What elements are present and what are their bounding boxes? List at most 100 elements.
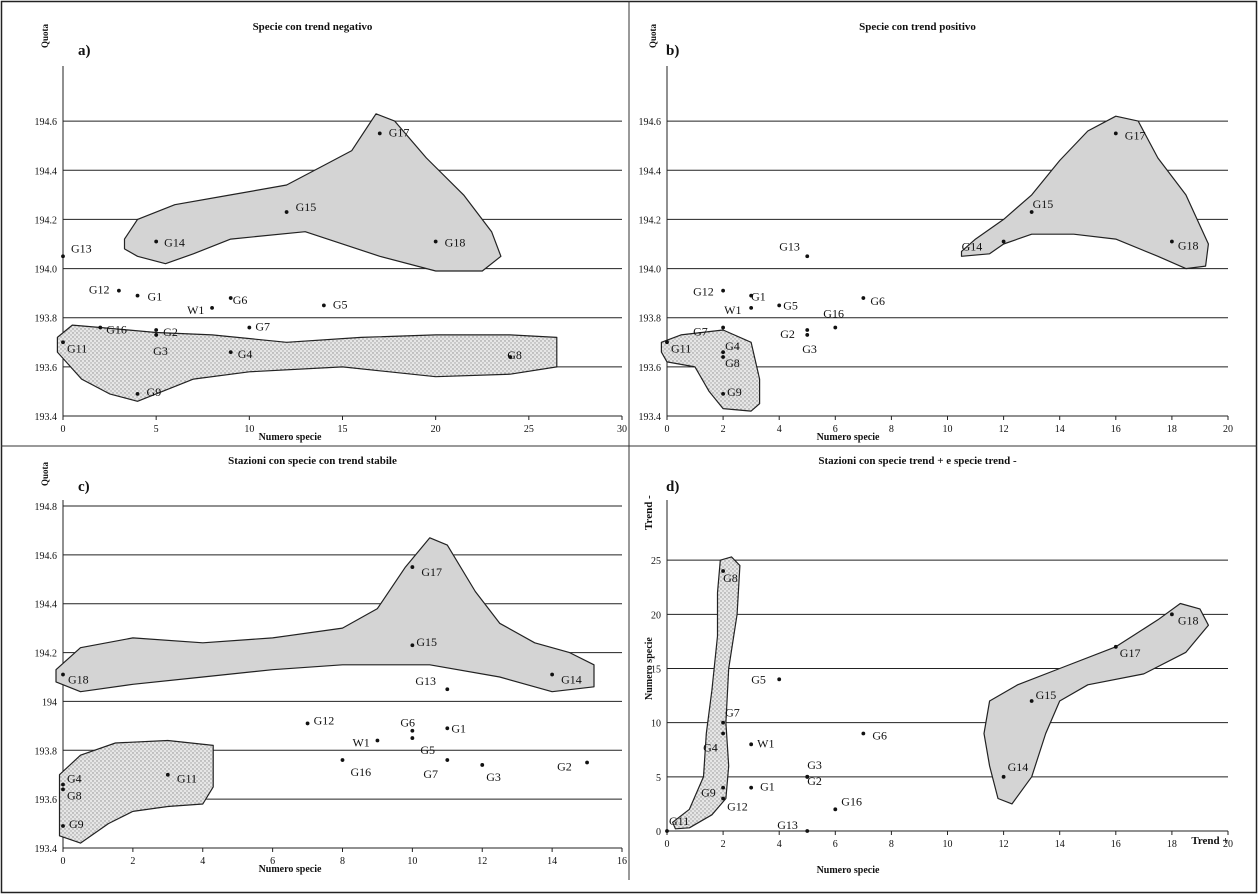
y-axis-label-secondary: Numero specie [644, 637, 655, 700]
point-label: G14 [962, 240, 983, 254]
data-point [135, 391, 140, 396]
x-tick-label: 6 [833, 839, 838, 850]
data-point [445, 758, 450, 762]
data-point [305, 721, 310, 726]
y-tick-label: 193.8 [35, 746, 58, 757]
data-point [805, 829, 810, 833]
point-label: G1 [760, 780, 775, 794]
x-tick-label: 18 [1167, 839, 1177, 850]
point-label: G12 [314, 713, 335, 727]
panel-label: b) [666, 43, 679, 59]
point-label: W1 [724, 303, 741, 317]
x-tick-label: 6 [833, 424, 838, 435]
y-tick-label: 20 [651, 610, 661, 621]
y-tick-label: 193.4 [639, 412, 662, 423]
point-label: W1 [187, 303, 204, 317]
point-label: G12 [89, 283, 110, 297]
data-point [749, 742, 754, 747]
region-dotted [56, 324, 558, 402]
y-tick-label: 193.4 [35, 412, 58, 423]
point-label: G2 [780, 327, 795, 341]
point-label: G16 [106, 323, 127, 337]
point-label: G15 [1036, 688, 1057, 702]
point-label: G18 [68, 673, 89, 687]
x-tick-label: 5 [154, 424, 159, 435]
y-tick-label: 0 [656, 827, 661, 838]
panel-title: Specie con trend positivo [859, 21, 976, 33]
region-dotted [660, 329, 761, 412]
data-point [445, 687, 450, 692]
data-point [321, 303, 326, 308]
y-tick-label: 194.2 [35, 649, 58, 660]
x-tick-label: 20 [1223, 424, 1233, 435]
panel-b: 193.4 193.6 193.8 194.0 194.2 194.4 194.6 0 2 4 6 8… [639, 21, 1234, 443]
data-point [1029, 699, 1034, 703]
x-axis-label: Numero specie [259, 432, 322, 443]
y-tick-label: 194.6 [35, 551, 58, 562]
data-point [377, 131, 382, 136]
region-solid [960, 115, 1210, 270]
x-tick-label: 0 [61, 856, 66, 867]
y-tick-label: 193.4 [35, 844, 58, 855]
x-tick-label: 4 [777, 839, 782, 850]
point-label: G9 [69, 817, 84, 831]
point-label: G11 [177, 772, 197, 786]
point-label: G18 [445, 236, 466, 250]
point-label: G14 [164, 236, 185, 250]
data-point [228, 296, 233, 300]
x-tick-label: 8 [340, 856, 345, 867]
data-point [508, 355, 513, 359]
point-label: G6 [400, 716, 415, 730]
data-point [861, 296, 866, 300]
point-label: G13 [779, 239, 800, 253]
point-label: G17 [421, 565, 442, 579]
data-point [721, 796, 725, 801]
point-label: G5 [333, 297, 348, 311]
data-point [135, 293, 140, 298]
x-axis-label: Numero specie [817, 432, 880, 443]
panel-title: Stazioni con specie trend + e specie tre… [818, 455, 1017, 467]
x-tick-label: 30 [617, 424, 627, 435]
panel-d: 0 5 10 15 20 25 0 2 4 6 8 10 12 14 16 18 20 G11 G8 G7 G4 G9 G1… [643, 455, 1233, 876]
x-tick-label: 12 [999, 424, 1009, 435]
y-tick-label: 25 [651, 556, 661, 567]
region-dotted [58, 739, 214, 844]
y-tick-label: 194.2 [639, 215, 662, 226]
point-label: G13 [71, 241, 92, 255]
data-point [749, 293, 754, 298]
point-label: G8 [723, 571, 738, 585]
point-label: G6 [233, 293, 248, 307]
data-point [805, 333, 810, 337]
point-label: G7 [693, 325, 708, 339]
point-label: G4 [703, 741, 718, 755]
point-label: G13 [415, 674, 436, 688]
point-label: G1 [751, 290, 766, 304]
data-point [1001, 239, 1006, 244]
panel-label: d) [666, 479, 679, 495]
panel-label: a) [78, 43, 91, 59]
y-tick-label: 194.0 [35, 265, 58, 276]
x-tick-label: 12 [477, 856, 487, 867]
y-tick-label: 194.6 [639, 117, 662, 128]
data-point [445, 726, 450, 731]
point-label: G16 [823, 307, 844, 321]
data-point [777, 303, 782, 308]
data-point [721, 569, 725, 573]
point-label: G13 [777, 818, 798, 832]
region-solid [55, 537, 595, 693]
data-point [410, 728, 415, 733]
x-tick-label: 16 [1111, 839, 1121, 850]
x-tick-label: 0 [61, 424, 66, 435]
x-tick-label: 10 [407, 856, 417, 867]
data-point [247, 325, 252, 330]
data-point [777, 677, 782, 682]
point-label: G8 [67, 788, 82, 802]
data-point [61, 824, 65, 828]
point-label: G2 [807, 774, 822, 788]
point-label: G1 [451, 721, 466, 735]
data-point [61, 340, 65, 345]
data-point [805, 328, 810, 332]
data-point [749, 785, 754, 790]
data-point [210, 305, 214, 310]
point-label: G5 [751, 672, 766, 686]
